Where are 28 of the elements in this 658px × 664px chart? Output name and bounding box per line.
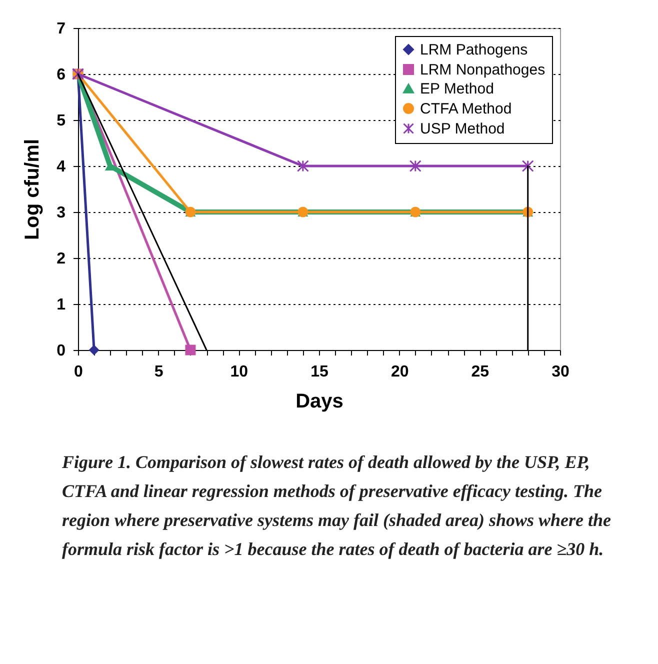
x-tick-label: 15 — [310, 364, 328, 380]
point — [185, 344, 196, 356]
x-tick-label: 25 — [471, 364, 490, 380]
y-axis-title: Log cfu/ml — [22, 138, 44, 240]
y-tick-label: 2 — [56, 250, 66, 268]
y-tick-label: 7 — [56, 20, 66, 38]
point — [409, 160, 422, 172]
y-tick-label: 0 — [56, 342, 66, 360]
point — [522, 160, 534, 172]
x-tick-label: 5 — [154, 364, 164, 380]
x-tick-label: 10 — [230, 364, 248, 380]
y-tick-label: 6 — [56, 66, 66, 84]
y-tick-label: 4 — [56, 158, 66, 176]
x-tick-label: 0 — [74, 364, 84, 380]
point — [88, 344, 100, 356]
x-axis-title: Days — [296, 390, 344, 412]
x-tick-label: 30 — [552, 364, 570, 380]
legend-label: LRM Nonpathoges — [420, 62, 546, 78]
y-tick-label: 5 — [56, 112, 66, 130]
y-tick-label: 3 — [56, 204, 66, 222]
point — [296, 160, 309, 172]
legend-label: EP Method — [420, 80, 494, 98]
legend-label: CTFA Method — [420, 100, 512, 118]
x-tick-label: 20 — [390, 364, 409, 380]
y-tick-label: 1 — [56, 296, 66, 314]
caption: Figure 1. Comparison of slowest rates of death allowed by the USP, EP, CTFA and linear regression methods of preservative efficacy testing. The region where preservative systems may fail (shaded area) shows where the formula risk factor is >1 because the rates of death of bacteria are ≥30 h. — [62, 451, 612, 561]
legend-label: LRM Pathogens — [420, 42, 528, 58]
legend-label: USP Method — [420, 120, 505, 138]
